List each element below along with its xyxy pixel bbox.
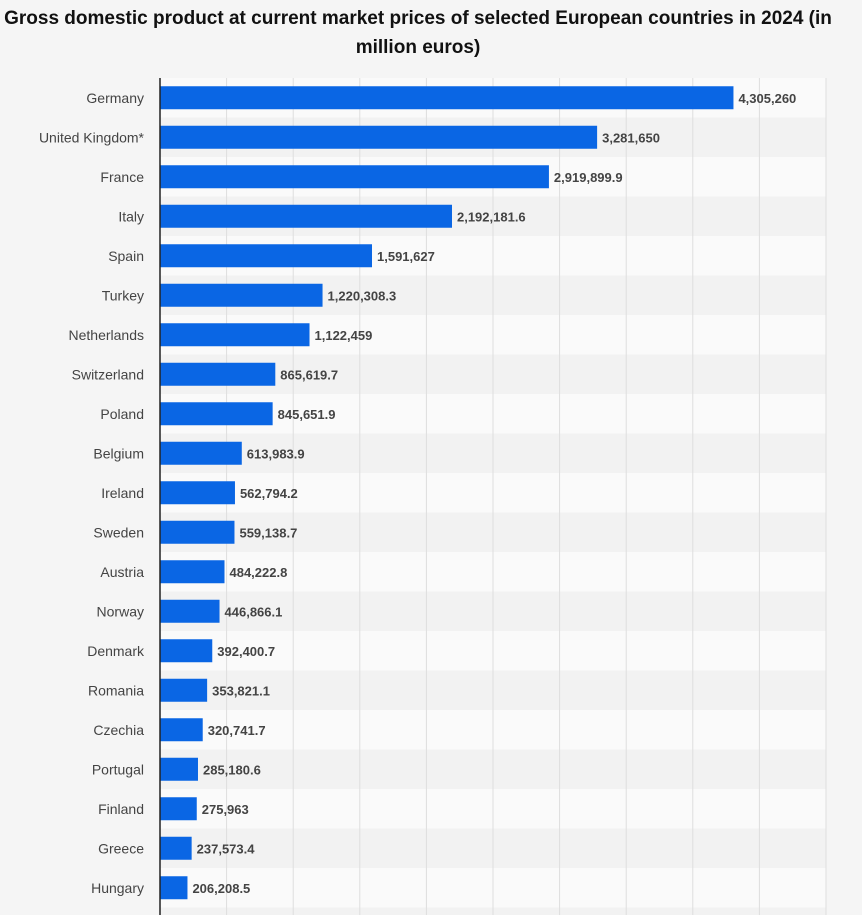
bar[interactable] bbox=[160, 718, 203, 742]
value-label: 1,220,308.3 bbox=[328, 288, 397, 303]
bar[interactable] bbox=[160, 125, 598, 149]
value-label: 353,821.1 bbox=[212, 683, 270, 698]
category-label: Portugal bbox=[92, 761, 144, 777]
value-label: 446,866.1 bbox=[225, 604, 283, 619]
value-label: 865,619.7 bbox=[280, 367, 338, 382]
chart-title: Gross domestic product at current market… bbox=[4, 8, 832, 58]
category-label: Finland bbox=[98, 801, 144, 817]
category-label: Spain bbox=[108, 248, 144, 264]
value-label: 320,741.7 bbox=[208, 723, 266, 738]
bar[interactable] bbox=[160, 204, 452, 228]
value-label: 484,222.8 bbox=[229, 565, 287, 580]
category-label: Denmark bbox=[87, 643, 145, 659]
value-label: 1,591,627 bbox=[377, 249, 435, 264]
category-label: Belgium bbox=[93, 445, 144, 461]
category-label: Italy bbox=[118, 208, 144, 224]
value-label: 206,208.5 bbox=[192, 881, 250, 896]
bar[interactable] bbox=[160, 560, 225, 584]
bar[interactable] bbox=[160, 639, 213, 663]
category-label: Austria bbox=[100, 564, 144, 580]
bar[interactable] bbox=[160, 244, 373, 268]
category-label: France bbox=[100, 169, 144, 185]
value-label: 2,919,899.9 bbox=[554, 170, 623, 185]
bar[interactable] bbox=[160, 283, 323, 307]
bar[interactable] bbox=[160, 362, 276, 386]
value-label: 237,573.4 bbox=[197, 841, 256, 856]
bar[interactable] bbox=[160, 876, 188, 900]
value-label: 4,305,260 bbox=[738, 91, 796, 106]
bar[interactable] bbox=[160, 757, 198, 781]
bar[interactable] bbox=[160, 678, 208, 702]
value-label: 562,794.2 bbox=[240, 486, 298, 501]
value-label: 275,963 bbox=[202, 802, 249, 817]
bar[interactable] bbox=[160, 520, 235, 544]
value-label: 1,122,459 bbox=[315, 328, 373, 343]
category-label: United Kingdom* bbox=[39, 129, 145, 145]
bar[interactable] bbox=[160, 481, 235, 505]
category-label: Turkey bbox=[102, 287, 144, 303]
value-label: 613,983.9 bbox=[247, 446, 305, 461]
bar[interactable] bbox=[160, 797, 197, 821]
category-label: Hungary bbox=[91, 880, 144, 896]
category-labels: Germany United Kingdom* France Italy Spain Tu… bbox=[39, 90, 145, 896]
bar[interactable] bbox=[160, 323, 310, 347]
bar[interactable] bbox=[160, 402, 273, 426]
value-label: 2,192,181.6 bbox=[457, 209, 526, 224]
bar[interactable] bbox=[160, 836, 192, 860]
value-label: 3,281,650 bbox=[602, 130, 660, 145]
category-label: Poland bbox=[100, 406, 144, 422]
value-label: 285,180.6 bbox=[203, 762, 261, 777]
bar[interactable] bbox=[160, 86, 734, 110]
category-label: Ireland bbox=[101, 485, 144, 501]
bars bbox=[160, 86, 734, 900]
bar[interactable] bbox=[160, 165, 549, 189]
category-label: Switzerland bbox=[72, 366, 144, 382]
bar[interactable] bbox=[160, 441, 242, 465]
value-label: 392,400.7 bbox=[217, 644, 275, 659]
category-label: Romania bbox=[88, 682, 144, 698]
category-label: Czechia bbox=[93, 722, 144, 738]
category-label: Greece bbox=[98, 840, 144, 856]
bar[interactable] bbox=[160, 599, 220, 623]
category-label: Netherlands bbox=[69, 327, 145, 343]
value-label: 559,138.7 bbox=[239, 525, 297, 540]
category-label: Norway bbox=[97, 603, 144, 619]
category-label: Germany bbox=[86, 90, 144, 106]
category-label: Sweden bbox=[93, 524, 144, 540]
value-label: 845,651.9 bbox=[278, 407, 336, 422]
value-labels: 4,305,260 3,281,650 2,919,899.9 2,192,181.6… bbox=[192, 91, 796, 896]
